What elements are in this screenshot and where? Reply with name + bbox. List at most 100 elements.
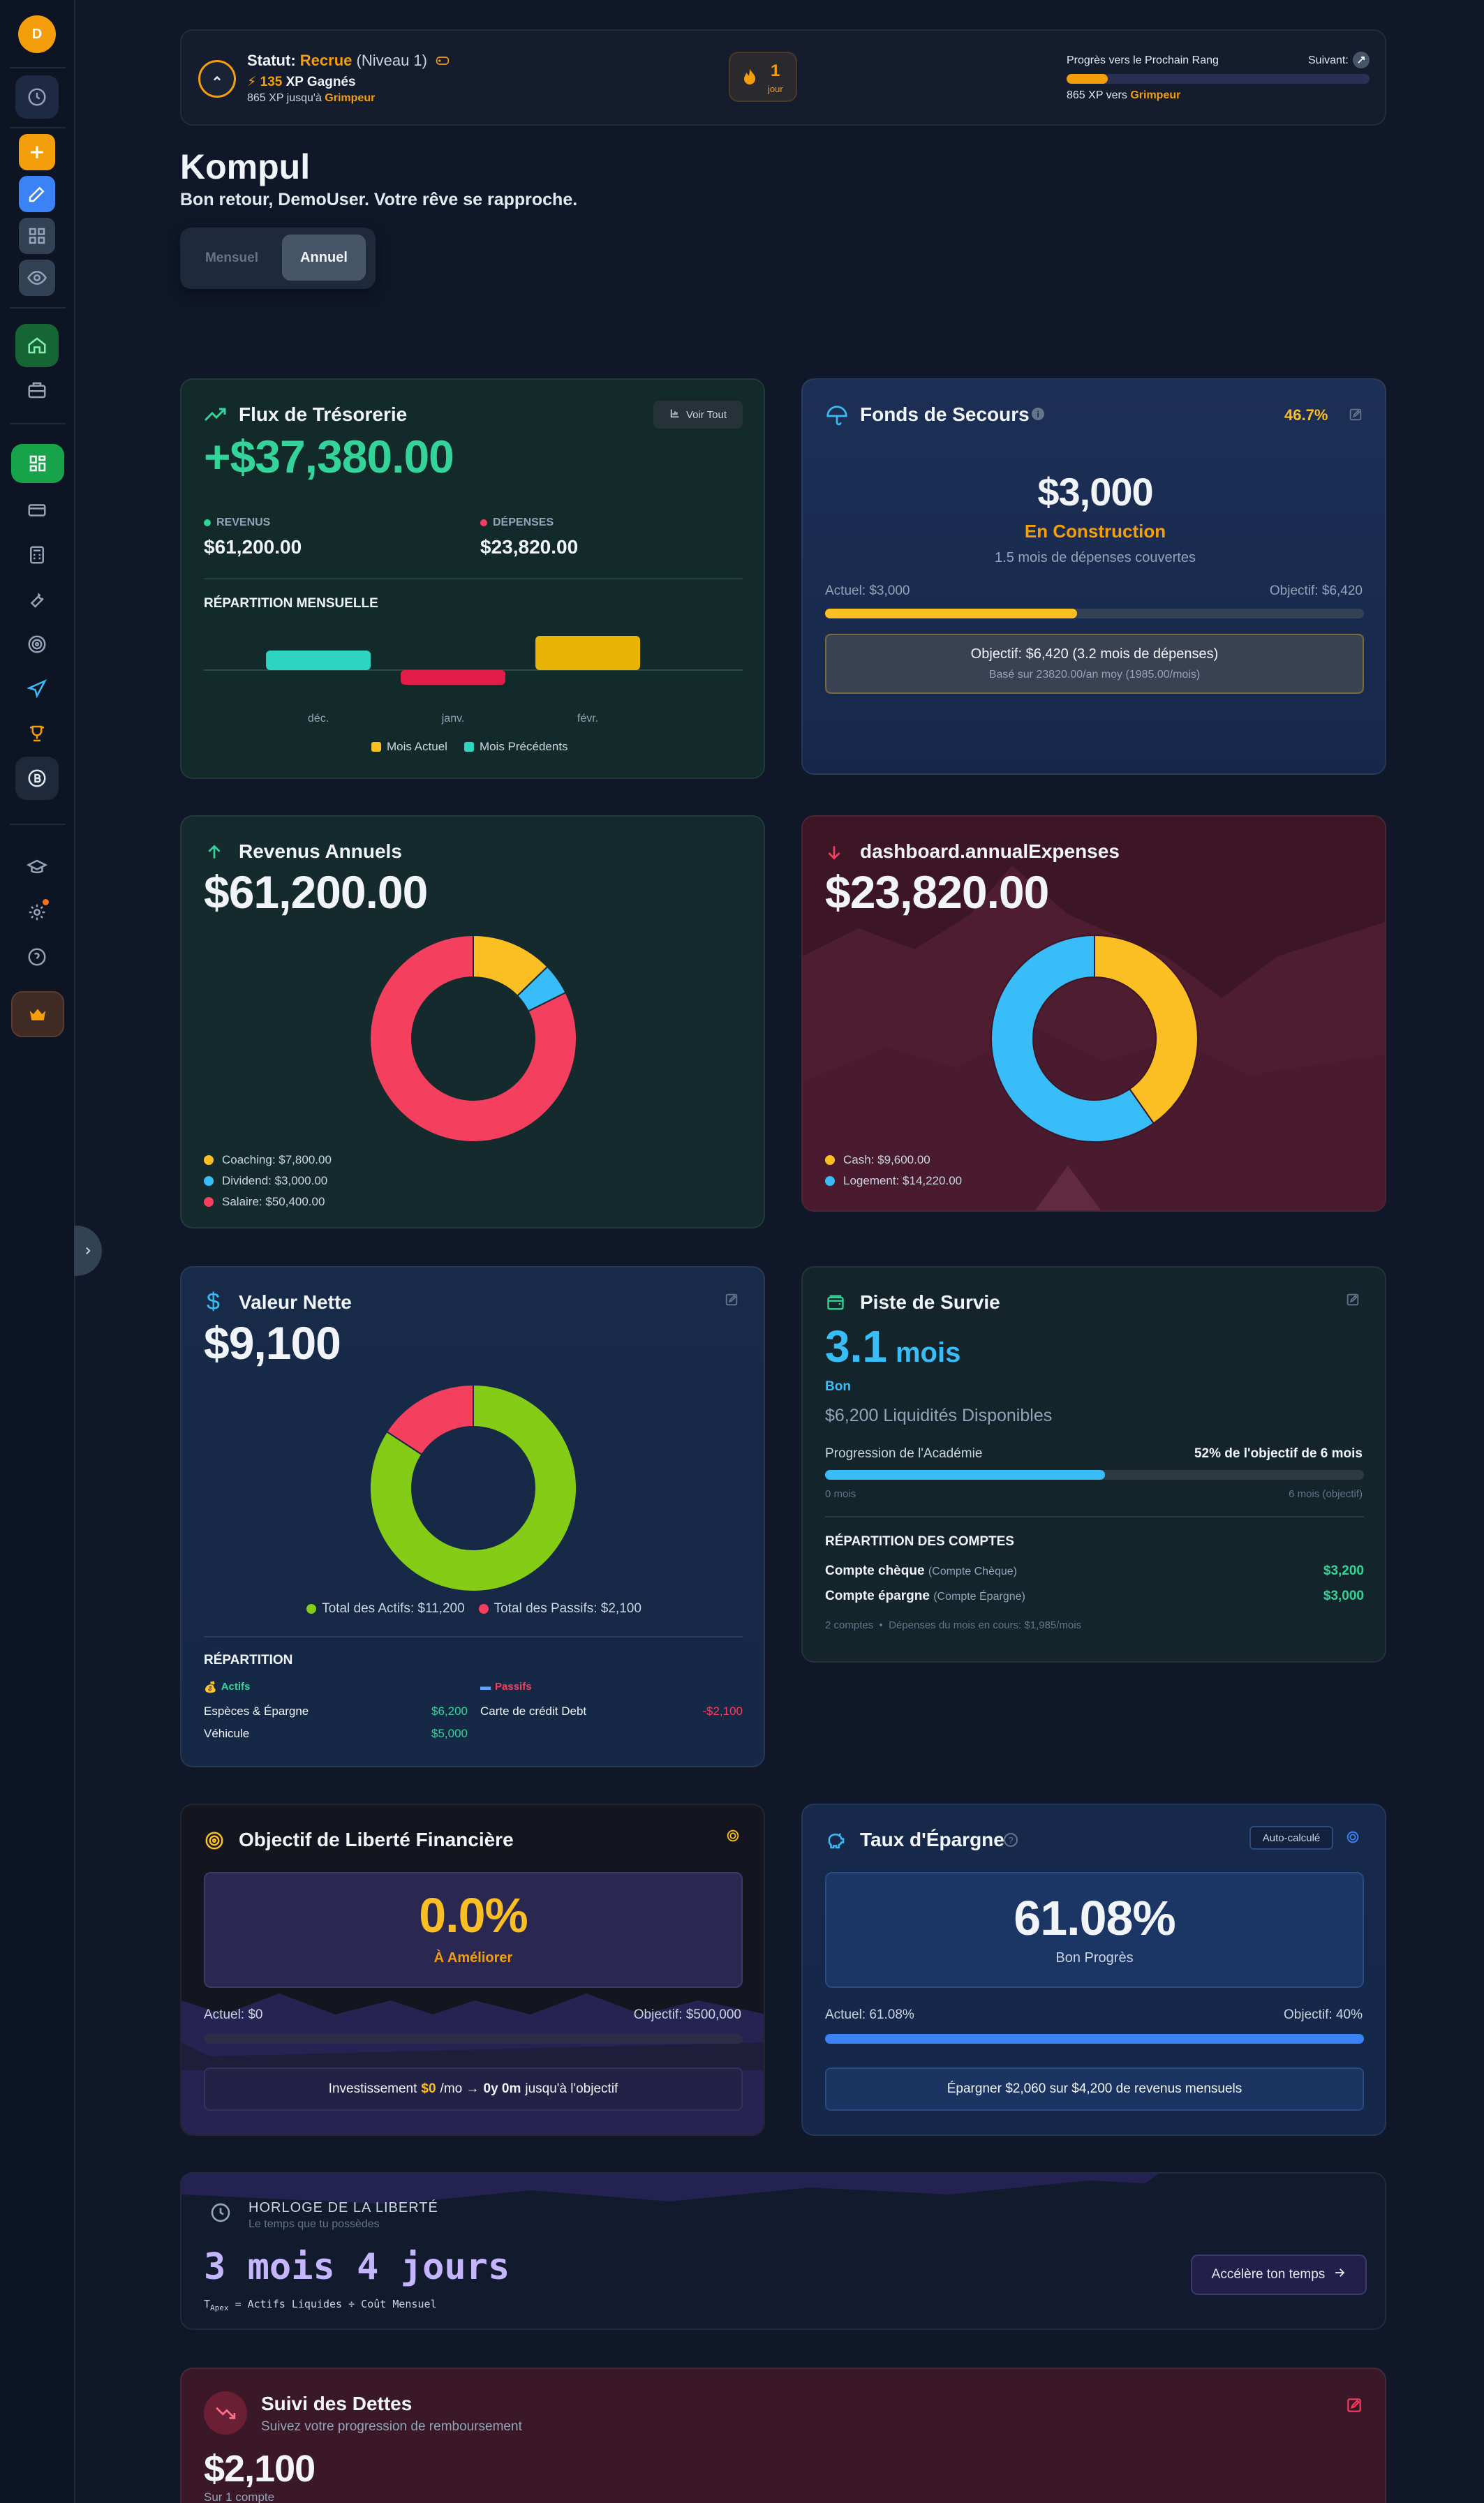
legend-previous: Mois Précédents xyxy=(479,740,568,753)
income-amount: $61,200.00 xyxy=(204,866,428,918)
umbrella-icon xyxy=(825,405,849,431)
liability-name: Carte de crédit Debt xyxy=(480,1704,587,1718)
runway-progress-label: Progression de l'Académie xyxy=(825,1446,983,1461)
runway-liquid: $6,200 Liquidités Disponibles xyxy=(825,1406,1053,1425)
donut-slice-logement[interactable] xyxy=(990,934,1155,1143)
emergency-state: En Construction xyxy=(1024,521,1166,542)
next-label: Suivant: xyxy=(1308,54,1349,66)
streak-value: 1 xyxy=(771,61,780,80)
accounts-label: RÉPARTITION DES COMPTES xyxy=(825,1534,1014,1549)
debts-amount: $2,100 xyxy=(204,2448,316,2490)
revenue-value: $61,200.00 xyxy=(204,536,302,558)
user-avatar[interactable]: D xyxy=(18,15,56,53)
auto-calc-badge: Auto-calculé xyxy=(1249,1826,1333,1850)
legend-assets: Total des Actifs: $11,200 xyxy=(322,1601,465,1616)
view-all-button[interactable]: Voir Tout xyxy=(653,401,743,429)
wrench-icon[interactable] xyxy=(15,578,59,621)
arrow-down-icon xyxy=(825,843,843,865)
freedom-invest-box: Investissement $0/mo → 0y 0m jusqu'à l'o… xyxy=(204,2067,743,2111)
card-icon: ▬ xyxy=(480,1681,491,1693)
runway-max: 6 mois (objectif) xyxy=(1289,1488,1363,1500)
help-icon[interactable]: ? xyxy=(1004,1833,1018,1847)
asset-value: $5,000 xyxy=(431,1727,468,1740)
status-line: Statut: Recrue (Niveau 1) xyxy=(247,52,450,70)
tick-label: déc. xyxy=(308,713,329,725)
page-title: Kompul xyxy=(180,147,311,186)
donut-slice-total-des-actifs[interactable] xyxy=(369,1383,577,1592)
streak-badge[interactable]: 1 jour xyxy=(729,52,797,102)
dashboard-icon[interactable] xyxy=(11,444,64,483)
edit-icon[interactable] xyxy=(1343,2394,1365,2416)
account-row[interactable]: Compte chèque (Compte Chèque) $3,200 xyxy=(825,1564,1364,1579)
emergency-percent: 46.7% xyxy=(1284,406,1328,424)
donut-slice-total-des-passifs[interactable] xyxy=(385,1383,474,1456)
target-icon[interactable] xyxy=(15,623,59,666)
savings-target: Objectif: 40% xyxy=(1284,2007,1363,2022)
annual-expenses-card: dashboard.annualExpenses $23,820.00 Cash… xyxy=(801,815,1386,1212)
info-icon[interactable]: i xyxy=(1032,408,1044,420)
cashflow-amount: +$37,380.00 xyxy=(204,431,454,482)
target-icon[interactable] xyxy=(1342,1826,1364,1848)
liabilities-header: ▬ Passifs xyxy=(480,1681,532,1693)
sidebar-expand-button[interactable] xyxy=(74,1226,102,1276)
expenses-legend: Cash: $9,600.00 Logement: $14,220.00 xyxy=(825,1153,962,1195)
emergency-amount: $3,000 xyxy=(1037,470,1153,514)
edit-icon[interactable] xyxy=(1342,1288,1364,1311)
breakdown-label: RÉPARTITION MENSUELLE xyxy=(204,596,378,611)
bar-janv[interactable] xyxy=(401,670,506,685)
runway-unit: mois xyxy=(895,1337,961,1368)
cashflow-card: Flux de Trésorerie Voir Tout +$37,380.00… xyxy=(180,378,765,779)
flame-icon xyxy=(741,67,758,90)
edit-icon[interactable] xyxy=(1344,403,1367,426)
runway-footer-spend: Dépenses du mois en cours: $1,985/mois xyxy=(889,1619,1082,1631)
assets-header: 💰 Actifs xyxy=(204,1681,250,1693)
donut-slice-cash[interactable] xyxy=(1094,934,1199,1124)
page-subtitle: Bon retour, DemoUser. Votre rêve se rapp… xyxy=(180,190,578,209)
runway-value: 3.1 xyxy=(825,1321,887,1372)
card-icon[interactable] xyxy=(15,489,59,532)
emergency-fund-card: Fonds de Secours i 46.7% $3,000 En Const… xyxy=(801,378,1386,775)
bar-déc[interactable] xyxy=(266,651,371,670)
invest-suffix: jusqu'à l'objectif xyxy=(525,2081,618,2096)
settings-icon[interactable] xyxy=(15,891,59,934)
clock-icon[interactable] xyxy=(15,75,59,119)
donut-slice-salaire[interactable] xyxy=(369,934,577,1143)
trend-down-icon xyxy=(204,2391,247,2435)
toggle-annual[interactable]: Annuel xyxy=(282,235,366,281)
graduation-icon[interactable] xyxy=(15,846,59,889)
bar-févr[interactable] xyxy=(535,636,641,670)
financial-freedom-card: Objectif de Liberté Financière 0.0% À Am… xyxy=(180,1804,765,2136)
savings-message: Épargner $2,060 sur $4,200 de revenus me… xyxy=(947,2081,1242,2096)
monthly-bar-chart: déc. janv. févr. xyxy=(204,636,743,725)
xp-label: XP Gagnés xyxy=(285,75,356,89)
expenses-amount: $23,820.00 xyxy=(825,866,1049,918)
account-name: Compte chèque xyxy=(825,1564,925,1578)
plane-icon[interactable] xyxy=(15,667,59,711)
runway-progress-bar xyxy=(825,1470,1364,1480)
pencil-icon[interactable] xyxy=(19,176,55,212)
lightning-icon: ⚡ xyxy=(247,75,257,89)
briefcase-icon[interactable] xyxy=(15,369,59,412)
plus-icon[interactable] xyxy=(19,134,55,170)
eye-icon[interactable] xyxy=(19,260,55,296)
net-worth-title: Valeur Nette xyxy=(239,1291,352,1313)
freedom-percent: 0.0% xyxy=(419,1888,528,1943)
toggle-monthly[interactable]: Mensuel xyxy=(205,251,259,265)
help-icon[interactable] xyxy=(15,935,59,979)
accelerate-time-button[interactable]: Accélère ton temps xyxy=(1191,2255,1367,2295)
crown-icon[interactable] xyxy=(11,991,64,1037)
account-row[interactable]: Compte épargne (Compte Épargne) $3,000 xyxy=(825,1589,1364,1604)
home-icon[interactable] xyxy=(15,324,59,367)
next-rank: Grimpeur xyxy=(325,92,376,104)
liability-value: -$2,100 xyxy=(702,1704,743,1718)
status-label: Statut: xyxy=(247,52,296,69)
trophy-icon[interactable] xyxy=(15,712,59,755)
calculator-icon[interactable] xyxy=(15,533,59,577)
goal-settings-icon[interactable] xyxy=(722,1825,744,1847)
auto-calc-label: Auto-calculé xyxy=(1262,1832,1321,1844)
grid-icon[interactable] xyxy=(19,218,55,254)
expenses-title: dashboard.annualExpenses xyxy=(860,840,1120,862)
bitcoin-icon[interactable] xyxy=(15,757,59,800)
income-legend-coaching: Coaching: $7,800.00 xyxy=(222,1153,332,1166)
edit-icon[interactable] xyxy=(720,1288,743,1311)
